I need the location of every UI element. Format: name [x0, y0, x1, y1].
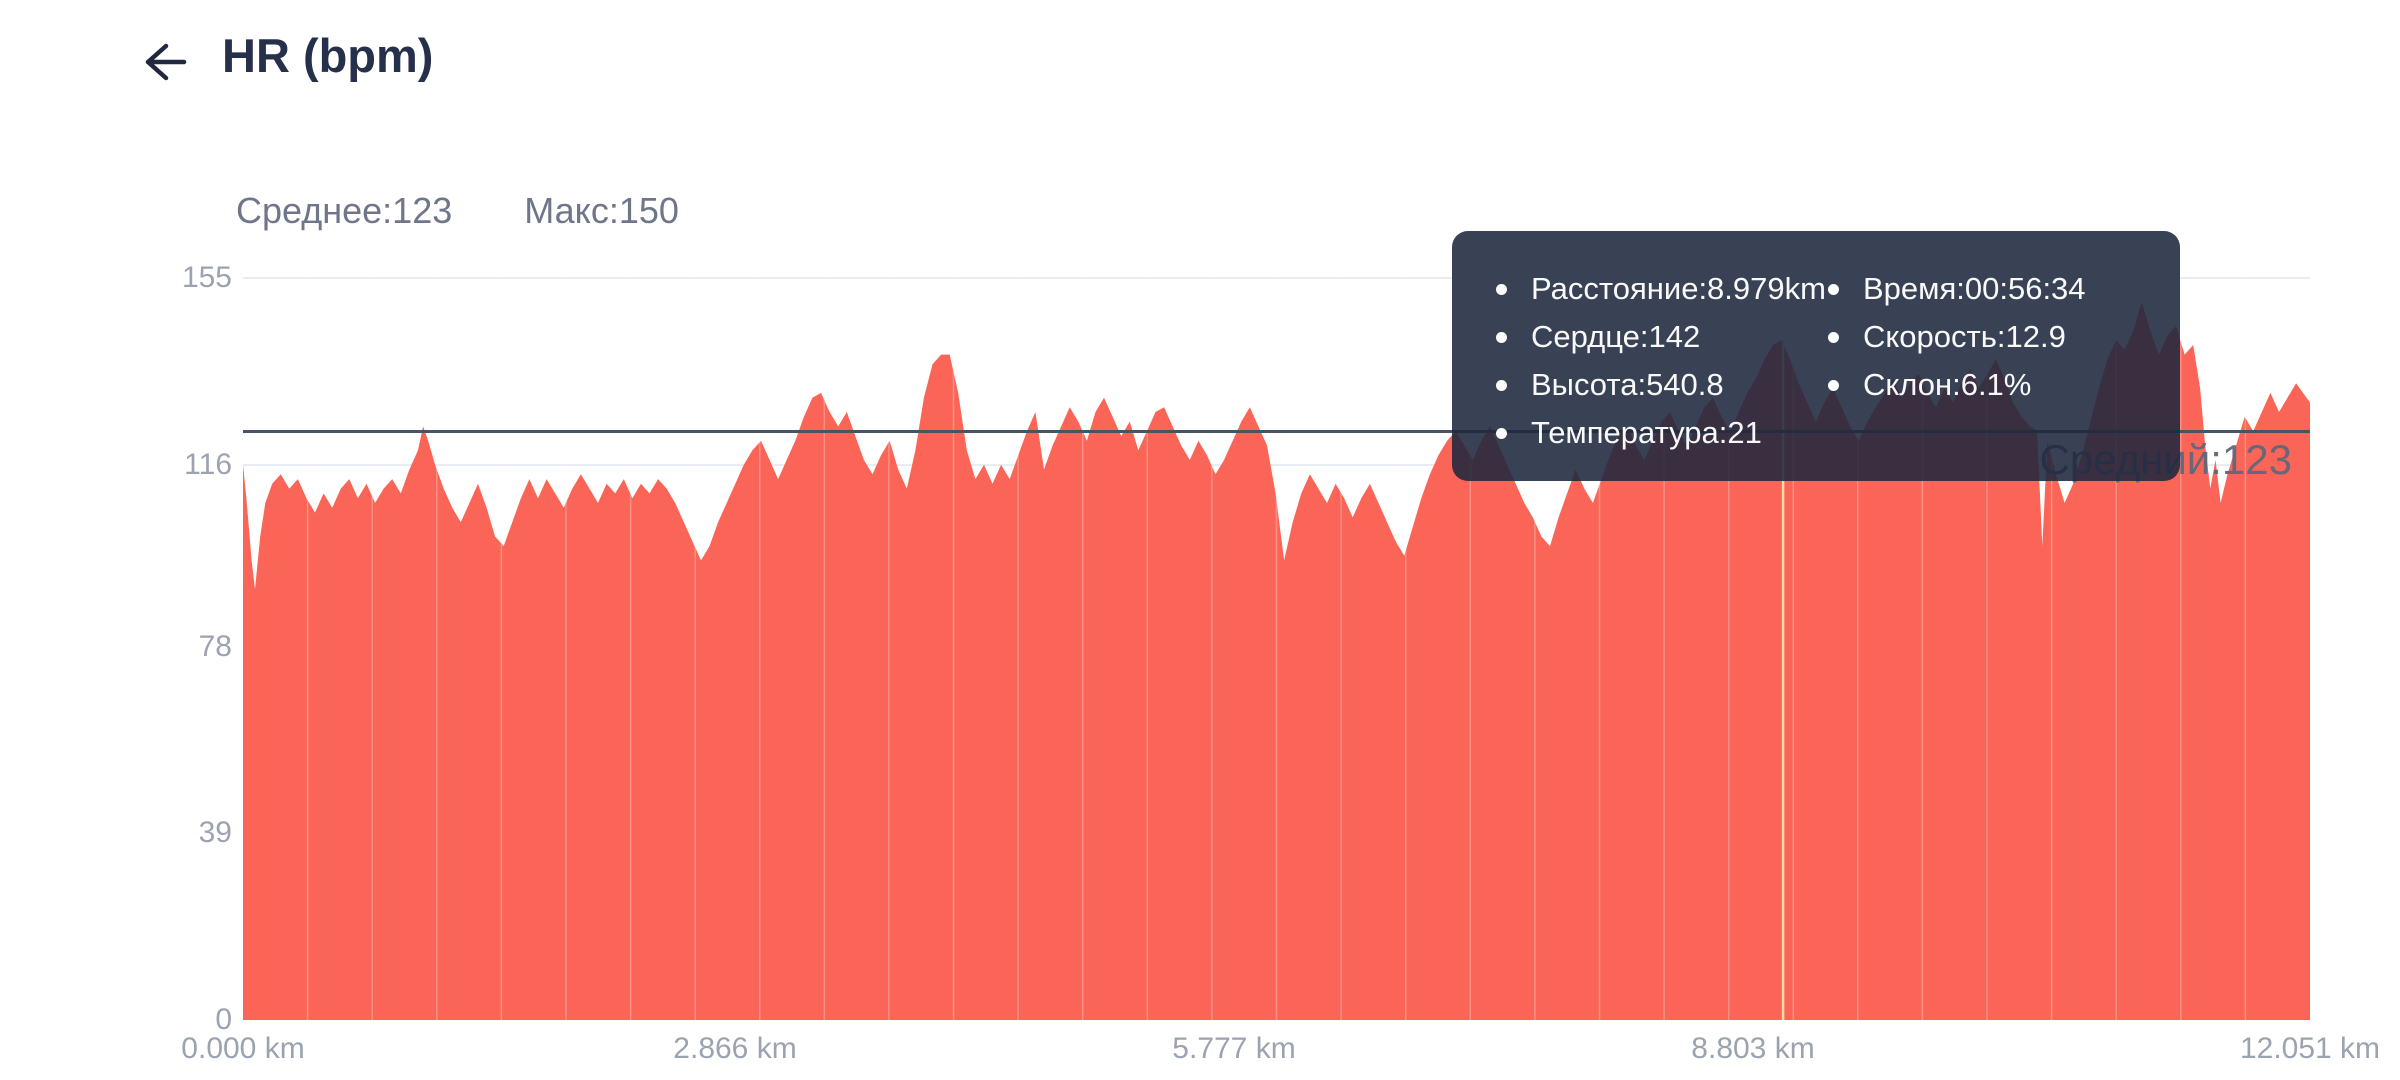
tooltip-row-temperature: Температура:21 — [1496, 409, 1828, 457]
tooltip-row-heart: Сердце:142 — [1496, 313, 1828, 361]
tooltip-row-altitude: Высота:540.8 — [1496, 361, 1828, 409]
tooltip-row-distance: Расстояние:8.979km — [1496, 265, 1828, 313]
arrow-left-icon — [145, 43, 187, 81]
y-tick-39: 39 — [198, 816, 232, 850]
bullet-icon — [1496, 379, 1507, 391]
tooltip-speed-value: Скорость:12.9 — [1863, 319, 2066, 354]
bullet-icon — [1828, 283, 1839, 295]
x-tick-12.051km: 12.051 km — [2239, 1032, 2381, 1065]
bullet-icon — [1496, 427, 1507, 439]
bullet-icon — [1496, 283, 1507, 295]
x-tick-8.803km: 8.803 km — [1691, 1032, 1815, 1065]
tooltip-row-slope: Склон:6.1% — [1828, 361, 2180, 409]
max-stat: Макс:150 — [524, 190, 679, 231]
x-tick-0km: 0.000 km — [181, 1032, 305, 1065]
page-title: HR (bpm) — [222, 29, 434, 82]
tooltip-heart-value: Сердце:142 — [1531, 319, 1701, 354]
gridline-155 — [243, 277, 2310, 279]
x-tick-2.866km: 2.866 km — [673, 1032, 797, 1065]
tooltip-row-speed: Скорость:12.9 — [1828, 313, 2180, 361]
back-button[interactable] — [136, 36, 188, 88]
bullet-icon — [1496, 331, 1507, 343]
hr-area-series — [243, 301, 2310, 1020]
tooltip-time-value: Время:00:56:34 — [1863, 271, 2086, 306]
tooltip-slope-value: Склон:6.1% — [1863, 367, 2032, 402]
y-tick-78: 78 — [198, 629, 232, 663]
average-markline — [243, 429, 2310, 433]
bullet-icon — [1828, 331, 1839, 343]
average-stat: Среднее:123 — [236, 190, 453, 231]
stats-row: Среднее:123 Макс:150 — [236, 190, 741, 232]
x-tick-5.777km: 5.777 km — [1172, 1032, 1296, 1065]
bullet-icon — [1828, 379, 1839, 391]
tooltip-temperature-value: Температура:21 — [1531, 415, 1762, 450]
y-tick-116: 116 — [184, 447, 232, 481]
y-tick-155: 155 — [181, 261, 232, 294]
gridline-116 — [243, 463, 2310, 466]
tooltip-row-time: Время:00:56:34 — [1828, 265, 2180, 313]
tooltip-altitude-value: Высота:540.8 — [1531, 367, 1724, 402]
tooltip-distance-value: Расстояние:8.979km — [1531, 271, 1826, 306]
hover-tooltip: Расстояние:8.979km Сердце:142 Высота:540… — [1452, 231, 2180, 481]
y-tick-0: 0 — [215, 1003, 232, 1036]
